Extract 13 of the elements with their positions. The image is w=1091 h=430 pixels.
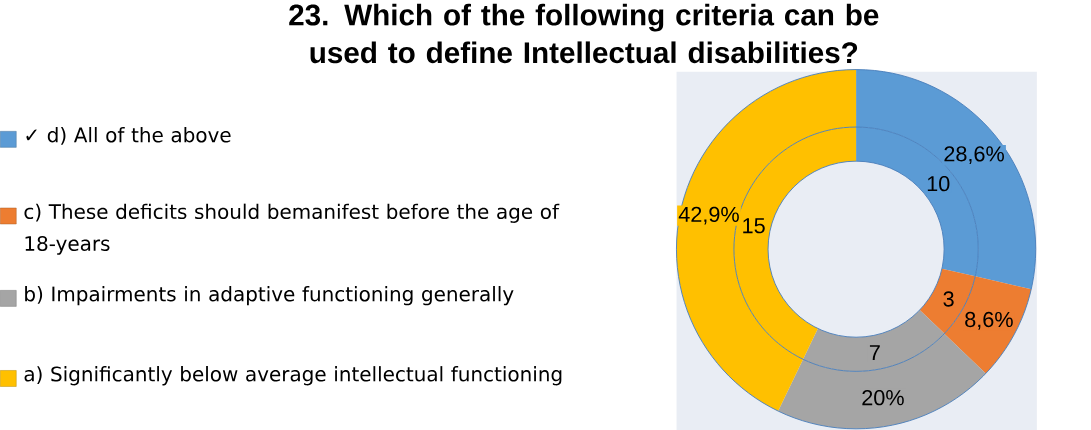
- data-label: 10: [927, 176, 950, 192]
- chart-title: 23. Which of the following criteria can be used to define Intellectual disabilities?: [289, 3, 879, 64]
- data-label: 3: [943, 291, 954, 307]
- data-label: 28,6%: [944, 146, 1004, 165]
- data-label: 15: [743, 218, 765, 234]
- data-label: 42,9%: [678, 206, 739, 225]
- legend-label: b) Impairments in adaptive functioning generally: [25, 286, 514, 306]
- data-label: 8,6%: [965, 311, 1013, 330]
- legend-label: c) These deficits should bemanifest before the age of 18-years: [24, 203, 560, 255]
- data-label: 7: [869, 345, 880, 361]
- legend-label: a) Significantly below average intellectual functioning: [24, 366, 562, 386]
- data-label: 20%: [862, 390, 904, 406]
- legend-label: ✓ d) All of the above: [26, 127, 231, 145]
